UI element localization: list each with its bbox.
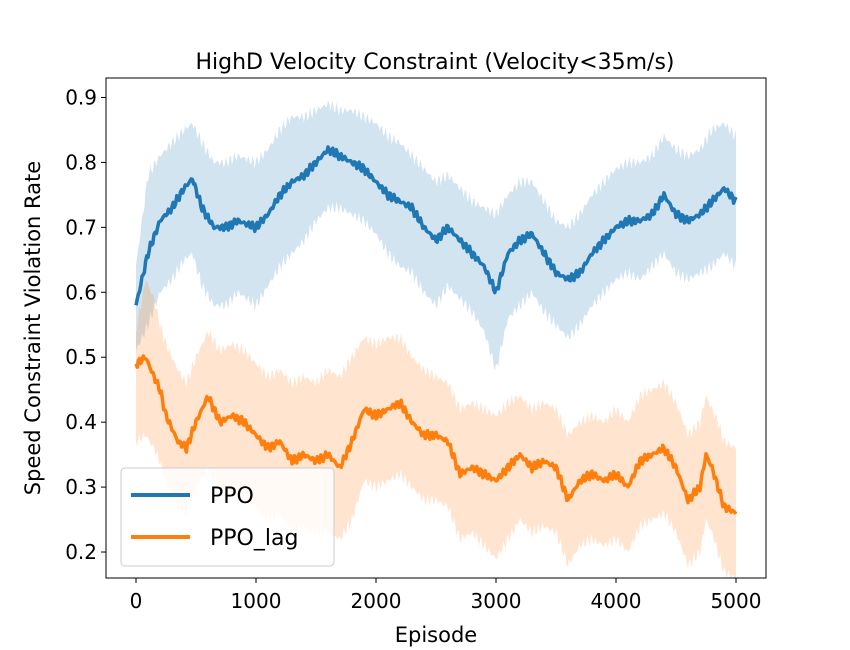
y-tick-label: 0.6 [65,280,97,304]
legend: PPO PPO_lag [120,467,335,567]
y-tick-label: 0.9 [65,85,97,109]
series-lines [134,145,738,515]
y-tick-label: 0.5 [65,345,97,369]
legend-label-ppo: PPO [210,484,254,509]
line-ppo-lag [134,354,738,515]
legend-box [120,467,335,567]
x-tick-label: 5000 [711,589,762,613]
plot-frame [105,77,767,579]
y-tick-label: 0.3 [65,475,97,499]
y-tick-label: 0.2 [65,540,97,564]
x-axis-label: Episode [395,623,477,647]
line-ppo [134,145,738,306]
y-axis-label: Speed Constraint Violation Rate [21,161,45,495]
y-tick-label: 0.8 [65,150,97,174]
x-tick-label: 0 [130,589,143,613]
x-tick-label: 4000 [591,589,642,613]
x-tick-label: 2000 [351,589,402,613]
chart-title: HighD Velocity Constraint (Velocity<35m/… [195,50,674,75]
legend-label-ppo-lag: PPO_lag [210,526,298,551]
x-axis-ticks: 0 1000 2000 3000 4000 5000 [130,578,762,613]
y-axis-ticks: 0.2 0.3 0.4 0.5 0.6 0.7 0.8 0.9 [65,85,106,564]
y-tick-label: 0.7 [65,215,97,239]
x-tick-label: 3000 [471,589,522,613]
x-tick-label: 1000 [231,589,282,613]
y-tick-label: 0.4 [65,410,97,434]
